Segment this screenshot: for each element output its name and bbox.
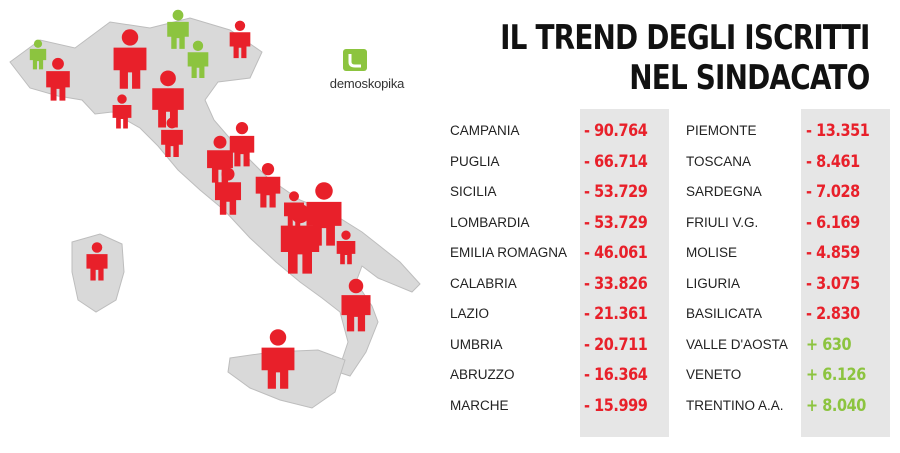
region-value: + 8.040 bbox=[806, 395, 866, 416]
region-label: PIEMONTE bbox=[686, 123, 757, 138]
region-value: - 15.999 bbox=[584, 395, 648, 416]
region-markers bbox=[29, 9, 371, 389]
person-marker-icon bbox=[152, 70, 184, 128]
region-value: - 21.361 bbox=[584, 304, 648, 324]
sardinia-shape bbox=[71, 233, 125, 313]
italy-map bbox=[9, 9, 421, 409]
region-value: - 7.028 bbox=[806, 182, 860, 202]
region-value: - 66.714 bbox=[584, 151, 648, 172]
person-marker-icon bbox=[167, 9, 189, 49]
region-value: - 16.364 bbox=[584, 365, 648, 385]
person-marker-icon bbox=[86, 242, 108, 281]
region-value: - 53.729 bbox=[584, 182, 648, 202]
region-label: SARDEGNA bbox=[686, 184, 762, 199]
title-line-1: IL TREND DEGLI ISCRITTI bbox=[500, 18, 871, 58]
person-marker-icon bbox=[229, 122, 255, 167]
region-label: UMBRIA bbox=[450, 336, 503, 352]
region-label: EMILIA ROMAGNA bbox=[450, 245, 568, 260]
region-label: TOSCANA bbox=[686, 153, 752, 169]
person-marker-icon bbox=[336, 230, 356, 265]
region-value: - 33.826 bbox=[584, 273, 648, 294]
region-value: + 6.126 bbox=[806, 365, 866, 385]
region-label: MOLISE bbox=[686, 245, 738, 260]
region-value: - 20.711 bbox=[584, 334, 648, 355]
region-label: SICILIA bbox=[450, 184, 497, 199]
region-label: LIGURIA bbox=[686, 275, 741, 291]
logo-text: demoskopika bbox=[329, 76, 405, 91]
region-label: CALABRIA bbox=[450, 275, 517, 291]
region-value: - 4.859 bbox=[806, 243, 860, 263]
region-value: - 53.729 bbox=[584, 212, 648, 233]
region-label: BASILICATA bbox=[686, 306, 763, 321]
region-label: VENETO bbox=[686, 367, 742, 382]
region-label: ABRUZZO bbox=[450, 367, 515, 382]
region-label: LAZIO bbox=[450, 306, 490, 321]
person-marker-icon bbox=[46, 57, 70, 101]
region-value: - 90.764 bbox=[584, 121, 648, 141]
region-value: + 630 bbox=[806, 334, 852, 355]
person-marker-icon bbox=[187, 40, 209, 79]
person-marker-icon bbox=[341, 278, 371, 332]
region-label: PUGLIA bbox=[450, 153, 500, 169]
person-marker-icon bbox=[113, 29, 147, 89]
person-marker-icon bbox=[306, 182, 342, 246]
region-label: MARCHE bbox=[450, 397, 509, 413]
person-marker-icon bbox=[229, 20, 251, 59]
values-band-left bbox=[580, 109, 669, 437]
region-value: - 13.351 bbox=[806, 121, 870, 141]
person-marker-icon bbox=[29, 39, 47, 70]
region-value: - 8.461 bbox=[806, 151, 860, 172]
logo-mark-icon bbox=[343, 49, 367, 71]
region-value: - 6.169 bbox=[806, 212, 860, 233]
person-marker-icon bbox=[255, 162, 281, 208]
region-label: TRENTINO A.A. bbox=[686, 397, 784, 413]
region-label: FRIULI V.G. bbox=[686, 214, 759, 230]
region-value: - 2.830 bbox=[806, 304, 860, 324]
values-band-right bbox=[801, 109, 890, 437]
region-value: - 3.075 bbox=[806, 273, 860, 294]
page-title: IL TREND DEGLI ISCRITTI NEL SINDACATO bbox=[500, 18, 871, 98]
person-marker-icon bbox=[261, 329, 295, 389]
person-marker-icon bbox=[161, 117, 183, 158]
region-label: VALLE D'AOSTA bbox=[686, 336, 788, 352]
person-marker-icon bbox=[214, 167, 242, 215]
region-label: LOMBARDIA bbox=[450, 214, 530, 230]
person-marker-icon bbox=[280, 204, 320, 274]
demoskopika-logo: demoskopika bbox=[312, 46, 422, 101]
person-marker-icon bbox=[112, 94, 132, 129]
title-line-2: NEL SINDACATO bbox=[629, 58, 871, 98]
region-label: CAMPANIA bbox=[450, 123, 520, 138]
region-value: - 46.061 bbox=[584, 243, 648, 263]
